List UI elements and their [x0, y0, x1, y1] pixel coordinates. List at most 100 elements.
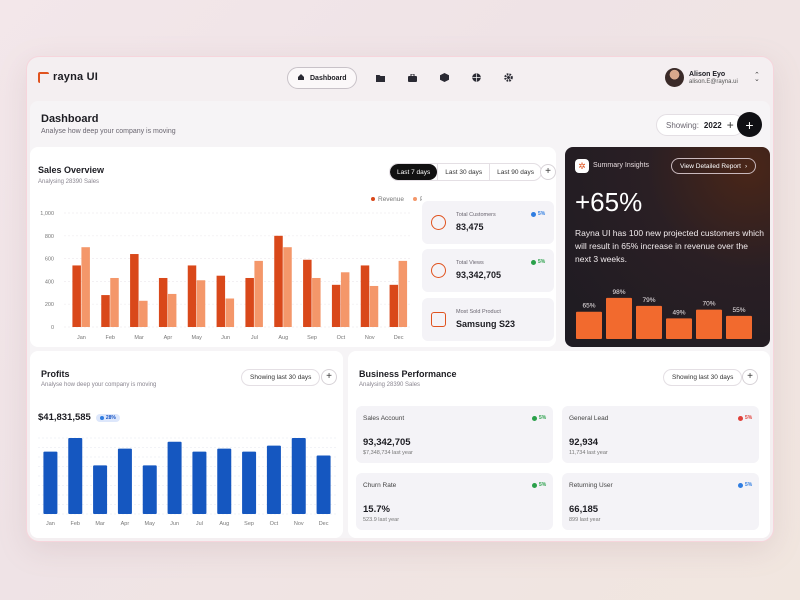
- nav-globe-button[interactable]: [461, 67, 493, 89]
- main-nav: Dashboard: [287, 67, 525, 89]
- top-bar: rayna UI Dashboard: [27, 57, 773, 101]
- nav-dashboard-label: Dashboard: [310, 74, 347, 82]
- x-tick-label: Jul: [196, 521, 203, 527]
- metric-value: 15.7%: [363, 504, 390, 515]
- bar-purchase: [312, 277, 321, 327]
- app-window: rayna UI Dashboard: [27, 57, 773, 541]
- logo[interactable]: rayna UI: [38, 71, 98, 83]
- year-selector[interactable]: Showing: 2022 +: [656, 114, 744, 136]
- bar-purchase: [81, 247, 90, 327]
- page-title: Dashboard: [41, 113, 99, 125]
- bar-revenue: [274, 235, 283, 327]
- legend-dot: [413, 197, 417, 201]
- nav-dashboard-button[interactable]: Dashboard: [287, 67, 357, 89]
- x-tick-label: Nov: [365, 335, 375, 341]
- eye-icon: [431, 263, 446, 278]
- view-report-label: View Detailed Report: [680, 162, 741, 170]
- metric-change-badge: 5%: [532, 482, 546, 488]
- business-range-button[interactable]: Showing last 30 days: [663, 369, 743, 386]
- metric-value: 92,934: [569, 437, 599, 448]
- badge-dot-icon: [532, 415, 537, 421]
- insight-bar: [696, 309, 722, 339]
- sales-add-button[interactable]: +: [540, 164, 556, 180]
- y-tick-label: 0: [51, 325, 54, 331]
- sales-title: Sales Overview: [38, 165, 105, 175]
- profit-bar: [192, 451, 207, 514]
- nav-folder-button[interactable]: [365, 67, 397, 89]
- x-tick-label: Nov: [294, 521, 304, 527]
- chevron-right-icon: ›: [744, 162, 748, 170]
- bar-purchase: [340, 272, 350, 327]
- briefcase-icon: [408, 69, 418, 87]
- insights-headline: +65%: [575, 187, 643, 217]
- x-tick-label: Jun: [170, 521, 179, 527]
- metric-sub: $7,348,734 last year: [363, 450, 413, 456]
- profits-add-button[interactable]: +: [321, 369, 337, 385]
- cube-icon: [440, 69, 450, 87]
- metric-change: 5%: [745, 482, 753, 488]
- x-tick-label: Aug: [219, 521, 229, 527]
- business-subtitle: Analysing 28390 Sales: [359, 382, 421, 388]
- metric-label: Sales Account: [363, 415, 405, 422]
- y-tick-label: 400: [45, 279, 54, 285]
- metric-change-badge: 5%: [738, 415, 752, 421]
- profits-card: Profits Analyse how deep your company is…: [30, 351, 343, 538]
- sales-overview-card: Sales Overview Analysing 28390 Sales Las…: [30, 147, 556, 347]
- stat-value: 83,475: [456, 222, 484, 232]
- stat-change-badge: 5%: [531, 211, 545, 217]
- range-selector: Last 7 days Last 30 days Last 90 days: [389, 163, 542, 181]
- insight-bar-label: 98%: [612, 289, 625, 296]
- metric-label: Churn Rate: [363, 482, 397, 489]
- metric-change-badge: 5%: [532, 415, 546, 421]
- legend-label: Purchase: [420, 196, 422, 203]
- nav-cube-button[interactable]: [429, 67, 461, 89]
- range-90-days-tab[interactable]: Last 90 days: [489, 164, 541, 180]
- profit-bar: [242, 451, 257, 514]
- profit-bar: [93, 465, 108, 514]
- metric-sales-account: Sales Account 5% 93,342,705 $7,348,734 l…: [356, 406, 553, 463]
- x-tick-label: May: [145, 521, 156, 527]
- globe-icon: [472, 69, 481, 87]
- business-add-button[interactable]: +: [742, 369, 758, 385]
- profits-change-badge: 28%: [95, 413, 120, 422]
- insights-title: Summary Insights: [593, 162, 650, 169]
- x-tick-label: Jan: [46, 521, 55, 527]
- add-button[interactable]: +: [737, 112, 762, 137]
- nav-settings-button[interactable]: [493, 67, 525, 89]
- metric-sub: 523.9 last year: [363, 517, 400, 523]
- stat-total-views: Total Views 93,342,705 5%: [422, 249, 554, 292]
- view-report-button[interactable]: View Detailed Report ›: [671, 158, 757, 174]
- box-icon: [431, 312, 446, 327]
- x-tick-label: Jul: [251, 335, 258, 341]
- profits-total: $41,831,585 28%: [38, 412, 120, 423]
- profits-range-button[interactable]: Showing last 30 days: [241, 369, 321, 386]
- bar-revenue: [101, 295, 110, 327]
- user-menu[interactable]: Alison Eyo alison.E@rayna.ui: [665, 68, 738, 87]
- range-7-days-tab[interactable]: Last 7 days: [390, 164, 438, 180]
- x-tick-label: Mar: [95, 521, 105, 527]
- metric-label: General Lead: [569, 415, 609, 422]
- insight-bar-label: 65%: [582, 303, 595, 310]
- stat-change: 5%: [538, 259, 546, 265]
- bar-purchase: [110, 277, 119, 327]
- chevron-updown-icon[interactable]: ⌃ ⌄: [754, 72, 760, 83]
- nav-briefcase-button[interactable]: [397, 67, 429, 89]
- metric-sub: 899 last year: [569, 517, 601, 523]
- insight-bar: [636, 305, 662, 339]
- folder-icon: [376, 69, 386, 87]
- avatar: [665, 68, 684, 87]
- y-tick-label: 200: [45, 302, 54, 308]
- showing-label: Showing:: [666, 120, 699, 130]
- profit-bar: [316, 455, 331, 514]
- user-email: alison.E@rayna.ui: [689, 78, 738, 85]
- metric-change: 5%: [745, 415, 753, 421]
- insight-bar-label: 70%: [702, 301, 715, 308]
- bar-revenue: [187, 265, 197, 327]
- range-30-days-tab[interactable]: Last 30 days: [437, 164, 489, 180]
- legend-dot: [371, 197, 375, 201]
- badge-dot-icon: [738, 415, 743, 421]
- bar-purchase: [167, 293, 177, 327]
- x-tick-label: Feb: [71, 521, 80, 527]
- x-tick-label: Apr: [121, 521, 130, 527]
- badge-dot-icon: [531, 211, 536, 217]
